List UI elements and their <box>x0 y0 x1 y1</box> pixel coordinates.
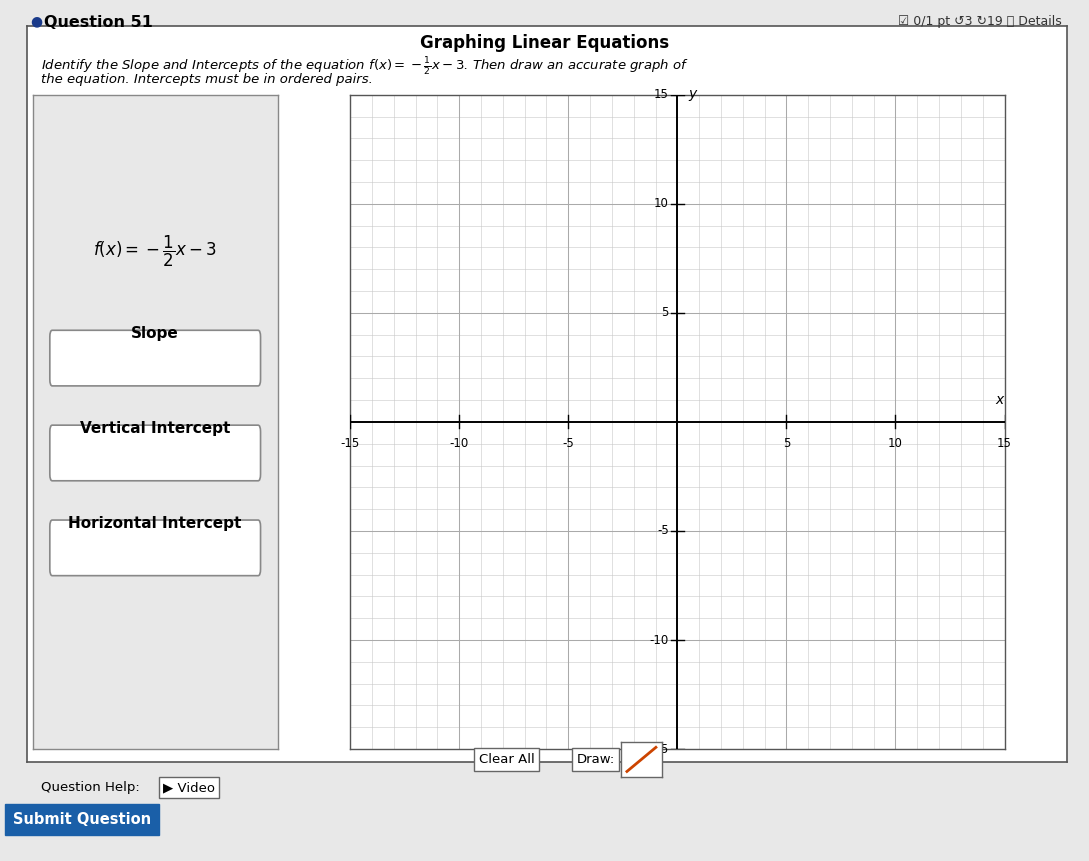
Text: Vertical Intercept: Vertical Intercept <box>79 421 231 436</box>
Text: ●: ● <box>30 15 42 28</box>
Text: ☑ 0/1 pt ↺3 ↻19 ⓘ Details: ☑ 0/1 pt ↺3 ↻19 ⓘ Details <box>898 15 1062 28</box>
Text: 15: 15 <box>998 437 1012 450</box>
Text: Question 51: Question 51 <box>44 15 152 29</box>
Text: 10: 10 <box>653 197 669 210</box>
Text: Submit Question: Submit Question <box>13 812 150 827</box>
Text: Horizontal Intercept: Horizontal Intercept <box>69 516 242 531</box>
Text: Question Help:: Question Help: <box>41 781 140 795</box>
Text: the equation. Intercepts must be in ordered pairs.: the equation. Intercepts must be in orde… <box>41 73 374 86</box>
Text: -10: -10 <box>450 437 469 450</box>
Text: Draw:: Draw: <box>576 753 615 766</box>
Text: $f(x) = -\dfrac{1}{2}x - 3$: $f(x) = -\dfrac{1}{2}x - 3$ <box>94 234 217 269</box>
Text: 10: 10 <box>888 437 903 450</box>
Text: 5: 5 <box>661 307 669 319</box>
Text: Slope: Slope <box>132 326 179 341</box>
Text: -15: -15 <box>649 742 669 756</box>
Text: x: x <box>995 393 1004 406</box>
Text: -10: -10 <box>649 634 669 647</box>
FancyBboxPatch shape <box>50 520 260 576</box>
Text: y: y <box>688 87 697 102</box>
Text: -5: -5 <box>657 524 669 537</box>
Text: 5: 5 <box>783 437 791 450</box>
FancyBboxPatch shape <box>50 425 260 480</box>
Text: Graphing Linear Equations: Graphing Linear Equations <box>420 34 669 53</box>
Text: 15: 15 <box>653 88 669 102</box>
Text: ▶ Video: ▶ Video <box>163 781 216 795</box>
Text: Clear All: Clear All <box>478 753 535 766</box>
FancyBboxPatch shape <box>50 331 260 386</box>
Text: Identify the Slope and Intercepts of the equation $f(x) = -\frac{1}{2}x - 3$. Th: Identify the Slope and Intercepts of the… <box>41 56 689 78</box>
Text: -5: -5 <box>562 437 574 450</box>
Text: -15: -15 <box>341 437 359 450</box>
